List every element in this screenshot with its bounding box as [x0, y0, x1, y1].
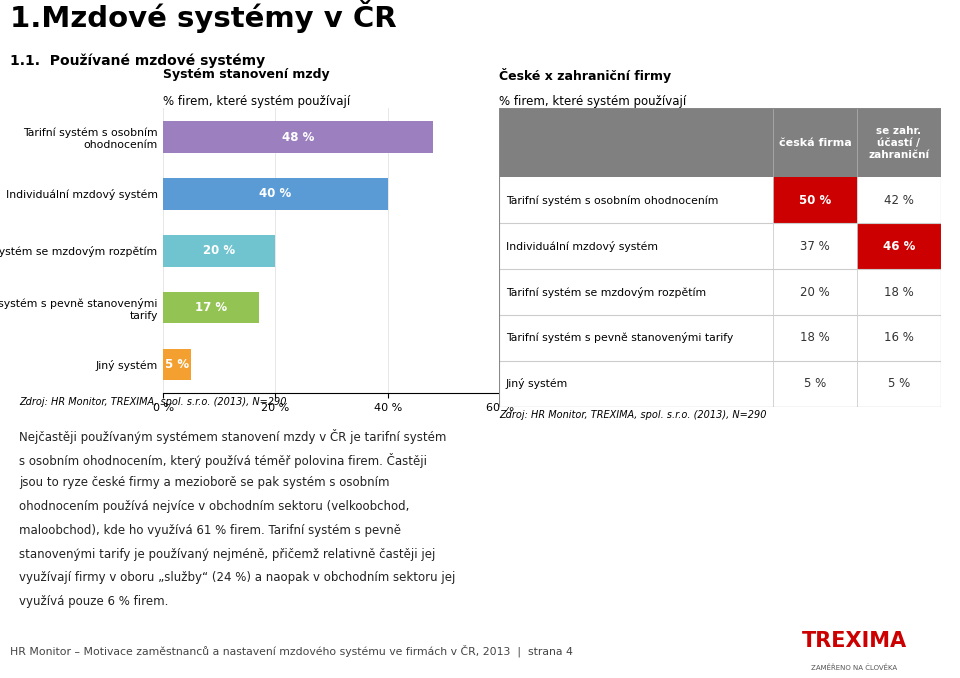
- Text: 42 %: 42 %: [884, 194, 914, 207]
- Text: 17 %: 17 %: [195, 301, 227, 315]
- Text: 37 %: 37 %: [800, 239, 829, 253]
- Text: 18 %: 18 %: [800, 332, 829, 344]
- Text: jsou to ryze české firmy a mezioborě se pak systém s osobním: jsou to ryze české firmy a mezioborě se …: [19, 477, 390, 490]
- FancyBboxPatch shape: [499, 178, 941, 223]
- Text: využívá pouze 6 % firem.: využívá pouze 6 % firem.: [19, 595, 169, 608]
- FancyBboxPatch shape: [773, 315, 857, 361]
- Text: 5 %: 5 %: [888, 378, 910, 391]
- Text: Nejčastěji používaným systémem stanovení mzdy v ČR je tarifní systém: Nejčastěji používaným systémem stanovení…: [19, 429, 446, 444]
- Text: 50 %: 50 %: [799, 194, 831, 207]
- Bar: [163, 121, 433, 153]
- Text: TREXIMA: TREXIMA: [802, 631, 907, 651]
- FancyBboxPatch shape: [499, 223, 941, 269]
- FancyBboxPatch shape: [857, 178, 941, 223]
- FancyBboxPatch shape: [857, 315, 941, 361]
- Text: 1.Mzdové systémy v ČR: 1.Mzdové systémy v ČR: [10, 0, 396, 33]
- FancyBboxPatch shape: [773, 269, 857, 315]
- Text: ZAMĚŘENO NA ČLOVĚKA: ZAMĚŘENO NA ČLOVĚKA: [811, 665, 898, 671]
- Text: Zdroj: HR Monitor, TREXIMA, spol. s.r.o. (2013), N=290: Zdroj: HR Monitor, TREXIMA, spol. s.r.o.…: [499, 410, 767, 420]
- Text: % firem, které systém používají: % firem, které systém používají: [499, 96, 686, 108]
- Text: 18 %: 18 %: [884, 285, 914, 298]
- FancyBboxPatch shape: [857, 223, 941, 269]
- Text: Tarifní systém s osobním ohodnocením: Tarifní systém s osobním ohodnocením: [506, 195, 718, 205]
- Text: česká firma: česká firma: [779, 138, 852, 148]
- FancyBboxPatch shape: [773, 223, 857, 269]
- Bar: [163, 178, 388, 210]
- Text: Jiný systém: Jiný systém: [506, 378, 568, 389]
- Text: České x zahraniční firmy: České x zahraniční firmy: [499, 68, 671, 83]
- Text: % firem, které systém používají: % firem, které systém používají: [163, 96, 350, 108]
- Text: HR Monitor – Motivace zaměstnanců a nastavení mzdového systému ve firmách v ČR, : HR Monitor – Motivace zaměstnanců a nast…: [10, 645, 572, 657]
- Text: 1.1.  Používané mzdové systémy: 1.1. Používané mzdové systémy: [10, 54, 265, 68]
- Bar: [163, 292, 258, 323]
- Text: využívají firmy v oboru „služby“ (24 %) a naopak v obchodním sektoru jej: využívají firmy v oboru „služby“ (24 %) …: [19, 572, 456, 584]
- Text: 46 %: 46 %: [882, 239, 915, 253]
- Text: 40 %: 40 %: [259, 187, 292, 201]
- Text: Systém stanovení mzdy: Systém stanovení mzdy: [163, 68, 330, 81]
- FancyBboxPatch shape: [857, 361, 941, 407]
- Text: 16 %: 16 %: [884, 332, 914, 344]
- FancyBboxPatch shape: [773, 178, 857, 223]
- Text: stanovenými tarify je používaný nejméně, přičemž relativně častěji jej: stanovenými tarify je používaný nejméně,…: [19, 548, 436, 561]
- Text: ohodnocením používá nejvíce v obchodním sektoru (velkoobchod,: ohodnocením používá nejvíce v obchodním …: [19, 500, 410, 513]
- Bar: [163, 235, 276, 266]
- FancyBboxPatch shape: [499, 315, 941, 361]
- FancyBboxPatch shape: [499, 108, 941, 178]
- Text: Tarifní systém se mzdovým rozpětím: Tarifní systém se mzdovým rozpětím: [506, 287, 706, 298]
- Text: 5 %: 5 %: [165, 358, 189, 371]
- Text: 20 %: 20 %: [800, 285, 829, 298]
- FancyBboxPatch shape: [773, 361, 857, 407]
- FancyBboxPatch shape: [499, 269, 941, 315]
- Text: 48 %: 48 %: [281, 131, 314, 144]
- FancyBboxPatch shape: [857, 269, 941, 315]
- Bar: [163, 349, 191, 380]
- FancyBboxPatch shape: [499, 361, 941, 407]
- Text: Zdroj: HR Monitor, TREXIMA, spol. s.r.o. (2013), N=290: Zdroj: HR Monitor, TREXIMA, spol. s.r.o.…: [19, 397, 287, 407]
- Text: se zahr.
účastí /
zahraniční: se zahr. účastí / zahraniční: [868, 126, 929, 159]
- Text: Tarifní systém s pevně stanovenými tarify: Tarifní systém s pevně stanovenými tarif…: [506, 332, 733, 344]
- Text: s osobním ohodnocením, který používá téměř polovina firem. Častěji: s osobním ohodnocením, který používá tém…: [19, 453, 427, 468]
- Text: 20 %: 20 %: [204, 244, 235, 258]
- Text: maloobchod), kde ho využívá 61 % firem. Tarifní systém s pevně: maloobchod), kde ho využívá 61 % firem. …: [19, 524, 401, 537]
- Text: 5 %: 5 %: [804, 378, 826, 391]
- Text: Individuální mzdový systém: Individuální mzdový systém: [506, 241, 658, 252]
